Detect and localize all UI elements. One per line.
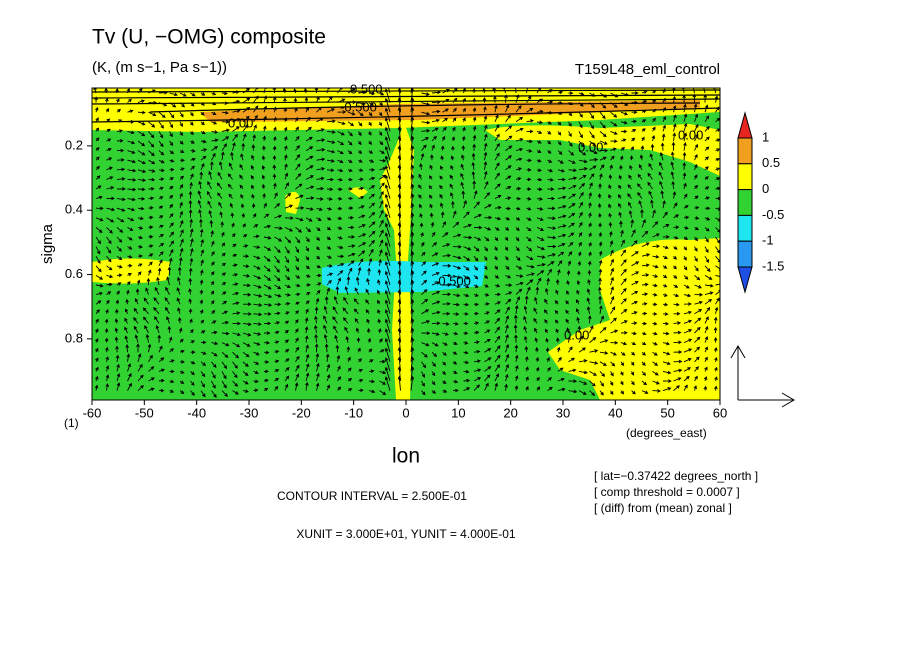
x-axis-label: lon [392, 445, 420, 468]
info-line: [ lat=−0.37422 degrees_north ] [594, 469, 758, 483]
colorbar-box [737, 137, 753, 165]
contour-field [92, 88, 720, 400]
reference-arrow [730, 345, 746, 400]
run-label: T159L48_eml_control [575, 61, 720, 78]
reference-vector [730, 345, 795, 408]
field-region [485, 124, 720, 176]
chart-title: Tv (U, −OMG) composite [92, 26, 326, 49]
colorbar-label: 0.5 [762, 155, 780, 170]
contour-label: 0.00 [564, 327, 589, 342]
contour-label: 0.00 [228, 115, 253, 130]
contour-label: 0.500 [350, 81, 383, 96]
reference-arrow [738, 392, 795, 408]
field-region [200, 100, 700, 122]
y-bottom-label: (1) [64, 416, 79, 430]
x-tick-label: -50 [135, 405, 154, 420]
info-line: [ comp threshold = 0.0007 ] [594, 485, 740, 499]
colorbar-label: 1 [762, 129, 769, 144]
x-tick-label: 20 [503, 405, 517, 420]
contour-interval: CONTOUR INTERVAL = 2.500E-01 [277, 489, 467, 503]
vector-field [92, 88, 720, 398]
chart-subtitle: (K, (m s−1, Pa s−1)) [92, 59, 227, 76]
y-tick-label: 0.4 [65, 202, 83, 217]
x-tick-label: 40 [608, 405, 622, 420]
colorbar-box [737, 163, 753, 191]
colorbar-cap [737, 111, 753, 139]
x-tick-label: -60 [83, 405, 102, 420]
contour-label: -0.500 [340, 99, 377, 114]
x-tick-label: 30 [556, 405, 570, 420]
x-tick-label: -20 [292, 405, 311, 420]
x-tick-label: -30 [240, 405, 259, 420]
info-line: [ (diff) from (mean) zonal ] [594, 501, 732, 515]
colorbar-label: 0 [762, 181, 769, 196]
colorbar-label: -1 [762, 233, 774, 248]
x-tick-label: 50 [660, 405, 674, 420]
colorbar-box [737, 240, 753, 268]
y-tick-label: 0.8 [65, 330, 83, 345]
field-region [348, 187, 368, 198]
colorbar-label: -1.5 [762, 258, 784, 273]
y-tick-label: 0.2 [65, 137, 83, 152]
x-units: (degrees_east) [626, 426, 707, 440]
contour-line [92, 89, 720, 123]
x-tick-label: 10 [451, 405, 465, 420]
contour-label: -0.500 [434, 273, 471, 288]
x-tick-label: 0 [402, 405, 409, 420]
contour-label: 0.00 [578, 139, 603, 154]
colorbar-label: -0.5 [762, 207, 784, 222]
x-tick-label: -10 [344, 405, 363, 420]
y-tick-label: 0.6 [65, 266, 83, 281]
colorbar-cap [737, 266, 753, 294]
x-tick-label: -40 [187, 405, 206, 420]
y-axis-label: sigma [39, 223, 56, 264]
colorbar: 1 0.5 0 -0.5 -1 -1.5 [737, 111, 784, 294]
units-note: XUNIT = 3.000E+01, YUNIT = 4.000E-01 [296, 527, 515, 541]
x-tick-label: 60 [713, 405, 727, 420]
contour-label: 0.00 [678, 127, 703, 142]
colorbar-box [737, 189, 753, 216]
colorbar-box [737, 214, 753, 242]
